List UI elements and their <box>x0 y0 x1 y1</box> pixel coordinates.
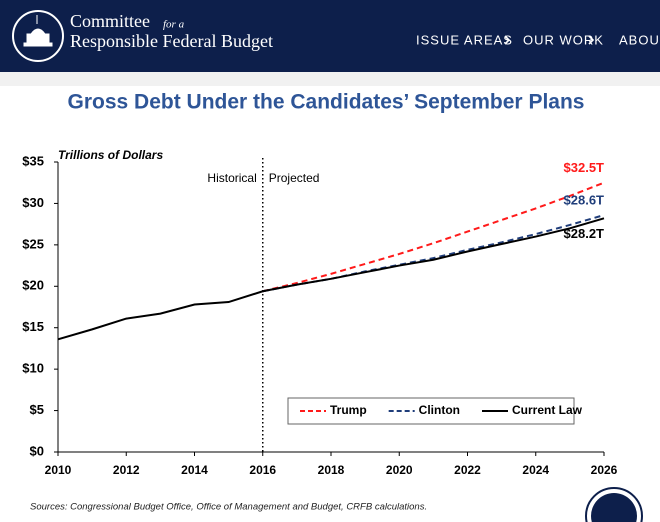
x-tick-label: 2026 <box>591 463 618 477</box>
annotation: Projected <box>269 171 320 185</box>
end-label: $28.6T <box>564 192 605 207</box>
y-tick-label: $20 <box>22 278 44 293</box>
org-name[interactable]: Responsible Federal Budget <box>70 31 273 51</box>
end-label: $28.2T <box>564 226 605 241</box>
end-label: $32.5T <box>564 160 605 175</box>
legend-box <box>287 397 575 425</box>
logo[interactable] <box>12 10 64 62</box>
x-tick-label: 2022 <box>454 463 481 477</box>
x-tick-label: 2018 <box>318 463 345 477</box>
x-tick-label: 2010 <box>45 463 72 477</box>
y-tick-label: $0 <box>30 443 44 458</box>
y-tick-label: $35 <box>22 153 44 168</box>
y-tick-label: $5 <box>30 402 44 417</box>
legend-label: Current Law <box>512 403 583 417</box>
legend-label: Clinton <box>419 403 460 417</box>
y-tick-label: $30 <box>22 195 44 210</box>
x-tick-label: 2020 <box>386 463 413 477</box>
nav-chevron <box>504 35 511 45</box>
logo-capitol <box>23 15 53 47</box>
x-tick-label: 2014 <box>181 463 208 477</box>
y-tick-label: $15 <box>22 319 44 334</box>
chart-title: Gross Debt Under the Candidates’ Septemb… <box>68 91 585 114</box>
footer-logo-inner <box>591 493 637 522</box>
nav-chevron <box>588 35 595 45</box>
header-shadow <box>0 72 660 86</box>
annotation: Historical <box>207 171 256 185</box>
nav-item[interactable]: OUR WORK <box>523 32 604 47</box>
org-name[interactable]: Committee <box>70 11 150 31</box>
nav-item[interactable]: ISSUE AREAS <box>416 32 513 47</box>
y-tick-label: $25 <box>22 236 44 251</box>
header-bar <box>0 0 660 72</box>
content <box>0 86 660 522</box>
org-for: for a <box>163 19 185 31</box>
axis-label: Trillions of Dollars <box>58 148 163 162</box>
x-tick-label: 2024 <box>522 463 549 477</box>
legend-label: Trump <box>330 403 367 417</box>
series-line <box>57 217 605 341</box>
series-line <box>262 214 605 293</box>
y-tick-label: $10 <box>22 361 44 376</box>
logo-ring <box>12 10 64 62</box>
x-tick-label: 2016 <box>249 463 276 477</box>
x-tick-label: 2012 <box>113 463 140 477</box>
nav-item[interactable]: ABOUT <box>619 32 660 47</box>
source: Sources: Congressional Budget Office, Of… <box>30 502 427 513</box>
